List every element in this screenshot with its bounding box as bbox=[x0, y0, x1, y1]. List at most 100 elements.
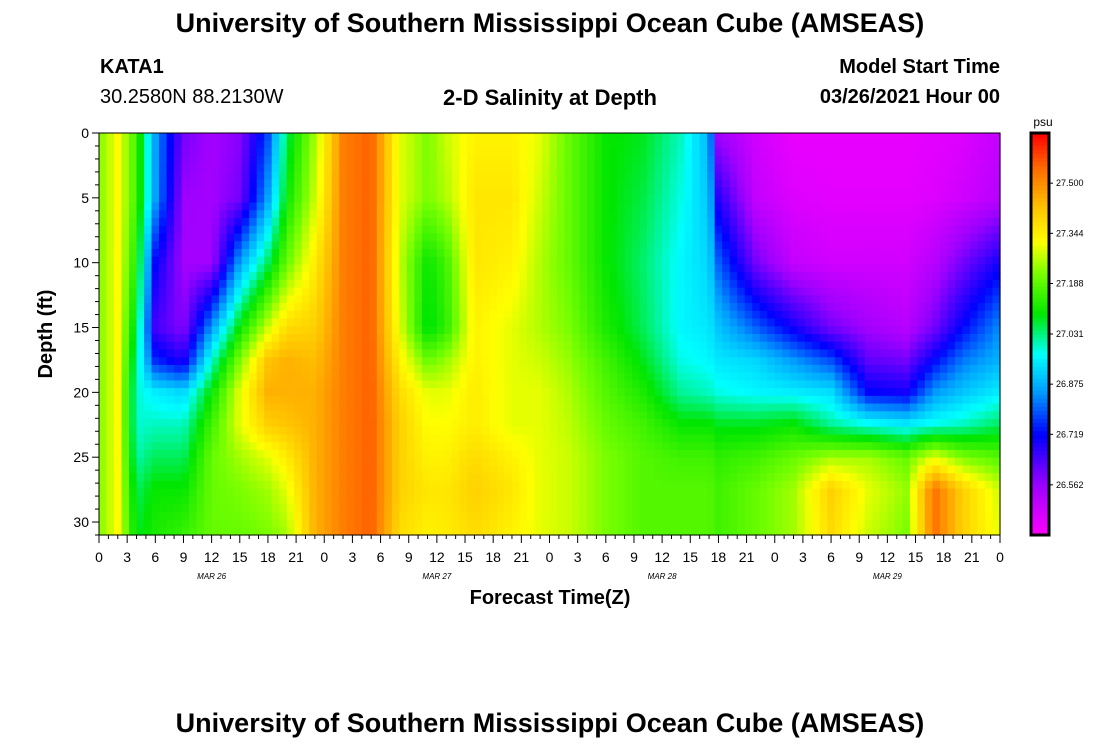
heatmap-cell bbox=[557, 496, 566, 505]
heatmap-cell bbox=[729, 163, 738, 173]
heatmap-cell bbox=[339, 411, 348, 420]
heatmap-cell bbox=[204, 279, 213, 289]
heatmap-cell bbox=[624, 434, 633, 443]
heatmap-cell bbox=[797, 465, 806, 474]
heatmap-cell bbox=[782, 163, 791, 173]
heatmap-cell bbox=[534, 357, 543, 366]
heatmap-cell bbox=[211, 303, 220, 312]
heatmap-cell bbox=[692, 457, 701, 467]
heatmap-cell bbox=[189, 496, 198, 505]
heatmap-cell bbox=[466, 233, 476, 242]
heatmap-cell bbox=[617, 225, 626, 235]
heatmap-cell bbox=[106, 465, 115, 474]
heatmap-cell bbox=[549, 380, 558, 389]
heatmap-cell bbox=[129, 364, 138, 374]
heatmap-cell bbox=[526, 287, 536, 296]
heatmap-cell bbox=[459, 364, 468, 374]
heatmap-cell bbox=[376, 403, 385, 412]
heatmap-cell bbox=[106, 279, 115, 289]
heatmap-cell bbox=[421, 210, 430, 219]
heatmap-cell bbox=[136, 364, 145, 374]
heatmap-cell bbox=[707, 326, 716, 335]
heatmap-cell bbox=[639, 194, 648, 204]
heatmap-cell bbox=[174, 442, 183, 451]
heatmap-cell bbox=[436, 264, 445, 273]
heatmap-cell bbox=[316, 310, 325, 320]
heatmap-cell bbox=[226, 318, 235, 327]
heatmap-cell bbox=[264, 256, 273, 266]
heatmap-cell bbox=[189, 194, 198, 204]
heatmap-cell bbox=[797, 248, 806, 258]
heatmap-cell bbox=[226, 457, 235, 467]
heatmap-cell bbox=[707, 372, 716, 381]
heatmap-cell bbox=[557, 419, 566, 428]
heatmap-cell bbox=[579, 163, 588, 173]
heatmap-cell bbox=[129, 395, 138, 405]
heatmap-cell bbox=[744, 318, 753, 327]
heatmap-cell bbox=[602, 318, 611, 327]
heatmap-cell bbox=[436, 318, 445, 327]
heatmap-cell bbox=[114, 218, 123, 227]
heatmap-cell bbox=[594, 496, 603, 505]
heatmap-cell bbox=[549, 171, 558, 180]
heatmap-cell bbox=[782, 434, 791, 443]
heatmap-cell bbox=[301, 419, 310, 428]
heatmap-cell bbox=[406, 419, 415, 428]
heatmap-cell bbox=[662, 496, 671, 505]
heatmap-cell bbox=[572, 527, 581, 536]
heatmap-cell bbox=[429, 341, 438, 351]
heatmap-cell bbox=[624, 457, 633, 467]
heatmap-cell bbox=[174, 171, 183, 180]
heatmap-cell bbox=[744, 341, 753, 351]
heatmap-cell bbox=[662, 202, 671, 211]
heatmap-cell bbox=[219, 488, 228, 497]
heatmap-cell bbox=[722, 411, 731, 420]
heatmap-cell bbox=[752, 419, 761, 428]
heatmap-cell bbox=[444, 303, 453, 312]
heatmap-cell bbox=[789, 187, 798, 196]
heatmap-cell bbox=[196, 171, 205, 180]
heatmap-cell bbox=[114, 449, 123, 459]
heatmap-cell bbox=[519, 419, 528, 428]
heatmap-cell bbox=[647, 419, 656, 428]
heatmap-cell bbox=[459, 248, 468, 258]
heatmap-cell bbox=[789, 163, 798, 173]
heatmap-cell bbox=[722, 133, 731, 142]
heatmap-cell bbox=[737, 442, 746, 451]
heatmap-cell bbox=[196, 310, 205, 320]
heatmap-cell bbox=[106, 310, 115, 320]
heatmap-cell bbox=[391, 318, 400, 327]
heatmap-cell bbox=[729, 434, 738, 443]
heatmap-cell bbox=[241, 511, 250, 521]
heatmap-cell bbox=[444, 349, 453, 358]
heatmap-cell bbox=[436, 519, 445, 528]
heatmap-cell bbox=[189, 411, 198, 420]
heatmap-cell bbox=[729, 256, 738, 266]
heatmap-cell bbox=[151, 511, 160, 521]
heatmap-cell bbox=[429, 318, 438, 327]
heatmap-cell bbox=[286, 218, 295, 227]
heatmap-cell bbox=[557, 473, 566, 482]
heatmap-cell bbox=[496, 488, 506, 497]
heatmap-cell bbox=[684, 133, 693, 142]
heatmap-cell bbox=[159, 449, 168, 459]
heatmap-cell bbox=[481, 148, 491, 157]
heatmap-cell bbox=[226, 473, 235, 482]
heatmap-cell bbox=[511, 388, 521, 397]
heatmap-cell bbox=[376, 194, 385, 204]
heatmap-cell bbox=[316, 256, 325, 266]
heatmap-cell bbox=[632, 496, 641, 505]
heatmap-cell bbox=[594, 279, 603, 289]
heatmap-cell bbox=[564, 419, 573, 428]
heatmap-cell bbox=[782, 403, 791, 412]
heatmap-cell bbox=[166, 488, 175, 497]
heatmap-cell bbox=[639, 357, 648, 366]
heatmap-cell bbox=[354, 380, 363, 389]
heatmap-cell bbox=[774, 426, 783, 436]
heatmap-cell bbox=[391, 156, 400, 165]
heatmap-cell bbox=[609, 148, 618, 157]
heatmap-cell bbox=[444, 148, 453, 157]
heatmap-cell bbox=[256, 426, 265, 436]
heatmap-cell bbox=[331, 218, 340, 227]
heatmap-cell bbox=[797, 272, 806, 281]
